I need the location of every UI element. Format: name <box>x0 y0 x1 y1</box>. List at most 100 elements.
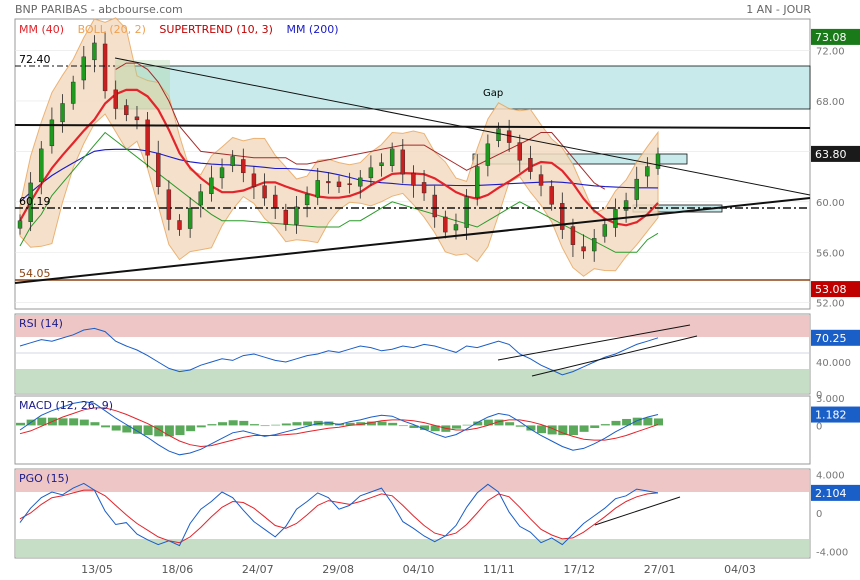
candle <box>464 188 469 240</box>
price-badge-bg <box>811 281 860 298</box>
descending-trendline <box>114 57 811 196</box>
rsi-line <box>19 327 659 376</box>
macd-histogram <box>16 417 663 437</box>
ascending-trendline <box>14 197 811 284</box>
price-tick-label: 60.00 <box>816 198 845 209</box>
candle-body <box>549 186 554 205</box>
macd-histogram-bar <box>409 425 419 428</box>
pgo-title: PGO (15) <box>19 472 69 485</box>
macd-axis: 0 3.000 1.182 <box>811 394 860 432</box>
rsi-panel: RSI (14) <box>14 313 811 395</box>
candle-body <box>283 209 289 225</box>
price-tick-label: 56.00 <box>816 248 845 259</box>
macd-histogram-bar <box>600 424 610 426</box>
date-tick-label: 29/08 <box>322 563 354 576</box>
price-badge: 63.80 <box>811 145 860 162</box>
candle-body <box>453 224 459 231</box>
supertrend-line <box>115 62 606 190</box>
macd-histogram-bar <box>196 425 206 428</box>
pgo-panel: PGO (15) <box>14 468 811 559</box>
macd-histogram-bar <box>505 422 515 426</box>
candle-body <box>645 166 650 177</box>
gap-overlap-shade <box>115 60 170 109</box>
macd-histogram-bar <box>292 422 302 426</box>
price-badge: 53.08 <box>811 281 860 298</box>
candle <box>113 80 118 120</box>
macd-histogram-bar <box>430 425 440 432</box>
candle-body <box>241 159 246 174</box>
candle <box>262 173 267 206</box>
candle-body <box>592 238 597 252</box>
candle <box>581 234 586 259</box>
candle <box>156 140 161 195</box>
candle <box>560 192 565 239</box>
indicator-badge-label: 70.25 <box>815 332 847 345</box>
macd-histogram-bar <box>483 419 493 426</box>
candle <box>645 157 650 187</box>
candle-body <box>134 116 140 121</box>
indicator-badge-bg <box>811 484 860 501</box>
macd-histogram-bar <box>90 422 100 426</box>
macd-histogram-bar <box>366 421 376 426</box>
macd-histogram-bar <box>451 425 461 429</box>
pgo-line <box>19 482 659 547</box>
candle-body <box>389 148 395 166</box>
indicator-badge-label: 1.182 <box>815 409 847 422</box>
rsi-trendline-lower <box>531 335 698 377</box>
candle-body <box>28 182 33 222</box>
price-badge-label: 73.08 <box>815 31 847 44</box>
date-tick-label: 04/10 <box>403 563 435 576</box>
indicator-badge-label: 2.104 <box>815 487 847 500</box>
candle-body <box>400 149 405 175</box>
macd-signal-line <box>19 407 659 448</box>
candle-body <box>198 191 203 206</box>
candle <box>17 214 23 235</box>
candle <box>283 203 289 231</box>
macd-histogram-bar <box>218 422 228 426</box>
macd-histogram-bar <box>16 422 25 426</box>
rsi-trendline-upper <box>497 324 691 361</box>
macd-histogram-bar <box>632 417 642 426</box>
pgo-trendline <box>594 496 681 526</box>
mm40-line <box>19 88 659 227</box>
candle-body <box>156 152 161 187</box>
macd-histogram-bar <box>239 420 249 426</box>
candle-body <box>570 226 576 245</box>
macd-histogram-bar <box>462 424 472 426</box>
macd-histogram-bar <box>494 419 504 426</box>
candle <box>315 168 320 206</box>
candle-body <box>443 216 448 233</box>
macd-histogram-bar <box>654 418 663 426</box>
macd-histogram-bar <box>558 425 568 436</box>
candle <box>592 229 597 262</box>
candle-body <box>145 119 150 156</box>
date-tick-label: 27/01 <box>644 563 676 576</box>
price-panel: Gap 72.40 60.19 54.05 MM (40) BOLL (20, … <box>14 17 811 310</box>
candle-body <box>379 162 384 166</box>
candle <box>49 107 55 154</box>
macd-histogram-bar <box>164 425 174 437</box>
price-axis: 52.0056.0060.0064.0068.0072.0073.0863.80… <box>811 28 860 310</box>
rsi-oversold-zone <box>16 369 809 393</box>
candle-body <box>304 194 310 206</box>
date-tick-label: 18/06 <box>162 563 194 576</box>
candlesticks <box>17 31 661 262</box>
indicator-badge-bg <box>811 329 860 346</box>
candle <box>187 197 193 238</box>
macd-histogram-bar <box>643 417 653 426</box>
candle <box>209 165 214 202</box>
candle <box>358 170 363 199</box>
candle-body <box>209 177 214 194</box>
candle-body <box>81 56 87 81</box>
macd-histogram-bar <box>611 420 621 426</box>
period-selector[interactable]: 1 AN - JOUR <box>746 3 811 16</box>
candle <box>538 165 544 197</box>
macd-histogram-bar <box>526 425 536 431</box>
macd-histogram-bar <box>568 425 578 436</box>
candle <box>198 183 203 218</box>
rsi-title: RSI (14) <box>19 317 63 330</box>
macd-histogram-bar <box>154 425 164 437</box>
candle <box>81 45 87 90</box>
gap-zone <box>114 65 811 110</box>
